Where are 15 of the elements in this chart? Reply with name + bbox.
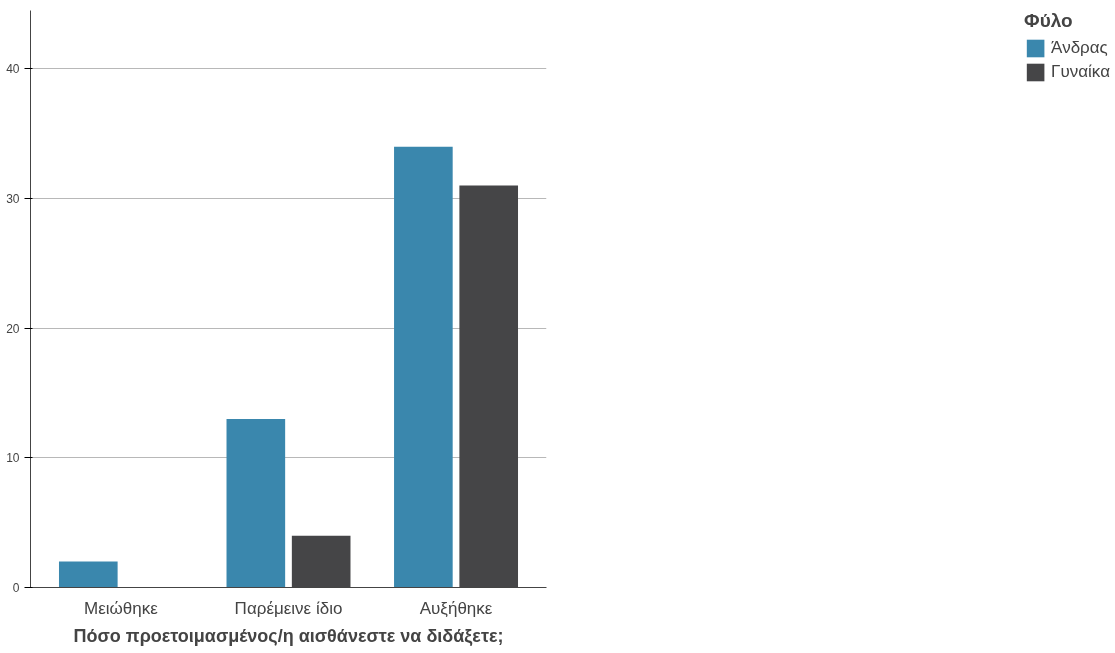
y-tick-label: 0 [12, 581, 20, 595]
y-tick-label: 10 [6, 451, 20, 466]
bar [226, 418, 286, 588]
legend-title: Φύλο [1024, 10, 1074, 32]
legend-label: Γυναίκα [1051, 62, 1110, 82]
bar [58, 561, 118, 588]
y-tick-label: 20 [6, 321, 20, 336]
x-tick-label: Μειώθηκε [84, 598, 159, 618]
bar [394, 146, 453, 588]
x-tick-label: Παρέμεινε ίδιο [234, 598, 343, 618]
y-tick-label: 30 [6, 192, 20, 207]
x-tick-label: Αυξήθηκε [419, 598, 493, 618]
x-axis-title: Πόσο προετοιμασμένος/η αισθάνεστε να διδάξετε; [73, 625, 504, 647]
legend-label: Άνδρας [1051, 38, 1108, 58]
y-tick-label: 40 [6, 62, 20, 77]
